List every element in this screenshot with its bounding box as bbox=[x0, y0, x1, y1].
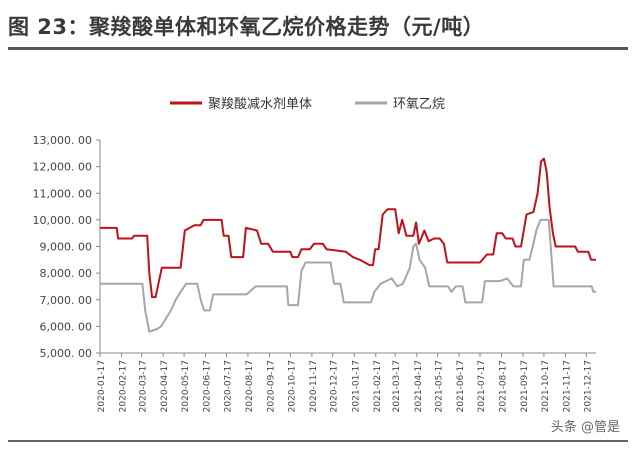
legend-label-2: 环氧乙烷 bbox=[393, 97, 445, 112]
y-tick-label: 10,000. 00 bbox=[33, 214, 92, 227]
bottom-rule bbox=[8, 440, 628, 442]
x-tick-label: 2021-09-17 bbox=[520, 360, 530, 412]
x-tick-label: 2020-06-17 bbox=[203, 360, 213, 412]
y-tick-label: 7,000. 00 bbox=[40, 294, 92, 307]
x-tick-label: 2020-09-17 bbox=[267, 360, 277, 412]
y-tick-label: 5,000. 00 bbox=[40, 347, 92, 360]
watermark: 头条 @管是 bbox=[546, 415, 624, 436]
y-axis: 5,000. 00 6,000. 00 7,000. 00 8,000. 00 9,00… bbox=[33, 134, 101, 360]
x-tick-label: 2021-05-17 bbox=[435, 360, 445, 412]
series-line-1 bbox=[100, 157, 596, 299]
y-tick-label: 13,000. 00 bbox=[33, 134, 92, 147]
legend-label-1: 聚羧酸减水剂单体 bbox=[208, 96, 312, 112]
x-tick-label: 2020-01-17 bbox=[97, 360, 107, 412]
x-tick-label: 2021-03-17 bbox=[392, 360, 402, 412]
y-tick-label: 11,000. 00 bbox=[33, 187, 92, 200]
y-tick-label: 9,000. 00 bbox=[40, 241, 92, 254]
x-tick-label: 2021-12-17 bbox=[583, 360, 593, 412]
x-tick-label: 2020-04-17 bbox=[160, 360, 170, 412]
plot-lines bbox=[100, 157, 596, 333]
x-tick-label: 2020-11-17 bbox=[309, 360, 319, 412]
x-tick-label: 2021-04-17 bbox=[414, 360, 424, 412]
x-tick-label: 2020-03-17 bbox=[139, 360, 149, 412]
x-tick-label: 2021-06-17 bbox=[456, 360, 466, 412]
x-tick-label: 2021-07-17 bbox=[477, 360, 487, 412]
y-tick-label: 8,000. 00 bbox=[40, 267, 92, 280]
x-tick-label: 2020-02-17 bbox=[119, 360, 129, 412]
x-tick-label: 2021-01-17 bbox=[351, 360, 361, 412]
x-tick-label: 2020-07-17 bbox=[223, 360, 233, 412]
y-tick-label: 12,000. 00 bbox=[33, 161, 92, 174]
x-tick-label: 2020-05-17 bbox=[181, 360, 191, 412]
title-rule bbox=[8, 47, 628, 50]
x-tick-label: 2020-10-17 bbox=[287, 360, 297, 412]
x-tick-label: 2021-10-17 bbox=[541, 360, 551, 412]
x-tick-label: 2021-11-17 bbox=[562, 360, 572, 412]
y-tick-label: 6,000. 00 bbox=[40, 320, 92, 333]
x-axis: 2020-01-17 2020-02-17 2020-03-17 2020-04-17… bbox=[97, 352, 596, 412]
legend: 聚羧酸减水剂单体 环氧乙烷 bbox=[170, 96, 445, 112]
x-tick-label: 2021-02-17 bbox=[373, 360, 383, 412]
x-tick-label: 2020-08-17 bbox=[245, 360, 255, 412]
x-tick-label: 2020-12-17 bbox=[330, 360, 340, 412]
x-tick-label: 2021-08-17 bbox=[499, 360, 509, 412]
series-line-2 bbox=[100, 218, 596, 333]
figure-title: 图 23：聚羧酸单体和环氧乙烷价格走势（元/吨） bbox=[8, 15, 485, 39]
